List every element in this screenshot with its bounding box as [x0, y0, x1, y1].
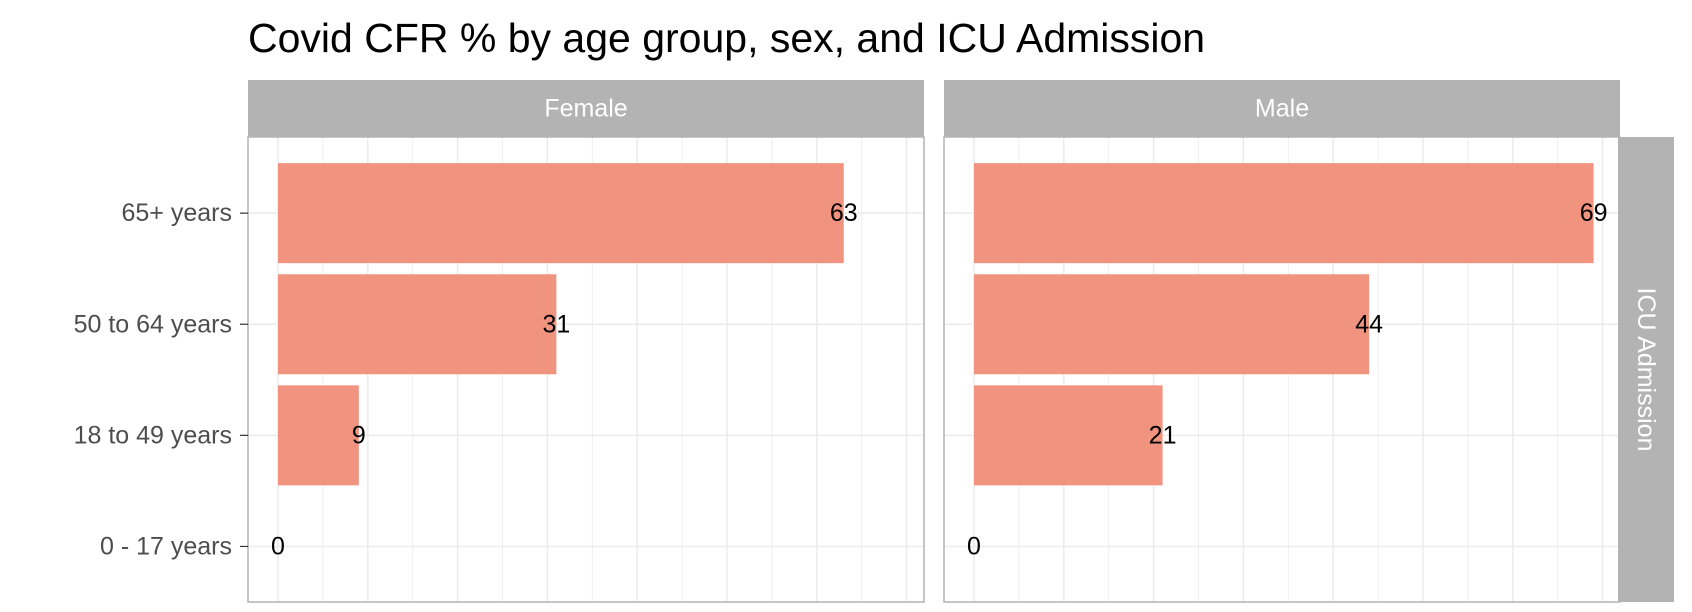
data-label: 9: [352, 421, 366, 449]
bar: [974, 163, 1594, 264]
row-strip-label: ICU Admission: [1632, 288, 1660, 452]
bar: [974, 274, 1370, 375]
strip-female: [248, 80, 924, 137]
strip-male: [944, 80, 1620, 137]
data-label: 63: [830, 199, 858, 227]
panel-border: [247, 136, 925, 603]
strip-label-female: Female: [544, 95, 627, 123]
y-tick-label: 18 to 49 years: [74, 421, 232, 449]
panel-female: Female 0 9 31 63: [247, 80, 925, 603]
data-label: 31: [542, 310, 570, 338]
strip-label-male: Male: [1255, 95, 1309, 123]
facet-panels: Female 0 9 31 63 Male 0 21 44 69 0 - 17 years 18 to…: [74, 80, 1621, 603]
y-tick-label: 50 to 64 years: [74, 310, 232, 338]
bar: [278, 163, 844, 264]
data-label: 44: [1355, 310, 1383, 338]
y-tick-label: 65+ years: [122, 199, 233, 227]
bar: [278, 385, 359, 486]
chart-title: Covid CFR % by age group, sex, and ICU A…: [248, 15, 1205, 61]
row-strip-background: [1618, 137, 1674, 602]
bar: [974, 385, 1163, 486]
data-label: 69: [1580, 199, 1608, 227]
data-label: 0: [271, 532, 285, 560]
bar: [278, 274, 557, 375]
y-tick-label: 0 - 17 years: [100, 532, 232, 560]
data-label: 21: [1149, 421, 1177, 449]
row-strip: ICU Admission: [1618, 137, 1674, 602]
panel-male: Male 0 21 44 69: [943, 80, 1621, 603]
data-label: 0: [967, 532, 981, 560]
